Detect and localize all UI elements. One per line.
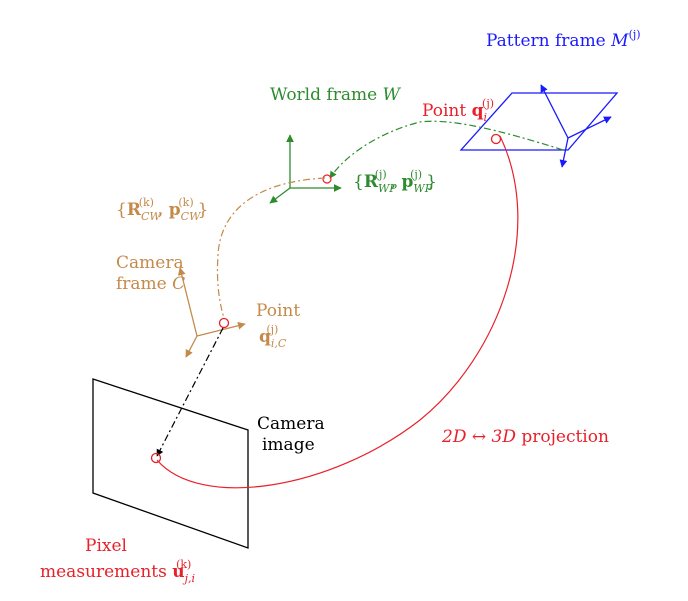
pattern-point-marker bbox=[490, 133, 502, 145]
camera-world-transform-label: {RCW(k), pCW(k)} bbox=[116, 196, 208, 223]
pixel-point-marker bbox=[150, 452, 162, 464]
camera-frame-label-line2: frame C bbox=[116, 274, 185, 294]
camera-image-plane bbox=[92, 378, 249, 549]
camera-image-label-line2: image bbox=[262, 435, 315, 455]
camera-frame-label-line1: Camera bbox=[116, 253, 184, 273]
pattern-plane bbox=[459, 92, 619, 151]
world-frame-label: World frame W bbox=[270, 85, 402, 105]
image-projection-line bbox=[156, 327, 224, 457]
pattern-point-label: Point qi(j) bbox=[422, 97, 494, 124]
camera-image-label-line1: Camera bbox=[257, 414, 325, 434]
pixel-measurements-label-line2: measurements uj,i(k) bbox=[40, 558, 195, 585]
camera-point-label-line1: Point bbox=[256, 301, 300, 321]
projection-label: 2D ↔ 3D projection bbox=[441, 427, 609, 447]
projection-curve bbox=[156, 135, 519, 489]
camera-frame-axes bbox=[177, 267, 246, 358]
camera-world-arc bbox=[216, 177, 326, 319]
pattern-frame-axes bbox=[540, 84, 612, 168]
camera-point-marker bbox=[218, 317, 230, 329]
world-frame-axes bbox=[269, 134, 342, 204]
pattern-frame-label: Pattern frame M(j) bbox=[486, 28, 641, 51]
world-point-marker bbox=[322, 174, 332, 184]
world-pattern-arc bbox=[329, 120, 564, 179]
world-pattern-transform-label: {RWP(j), pWP(j)} bbox=[353, 168, 437, 195]
pixel-measurements-label-line1: Pixel bbox=[85, 536, 127, 556]
camera-point-label-line2: qi,C(j) bbox=[259, 323, 287, 350]
